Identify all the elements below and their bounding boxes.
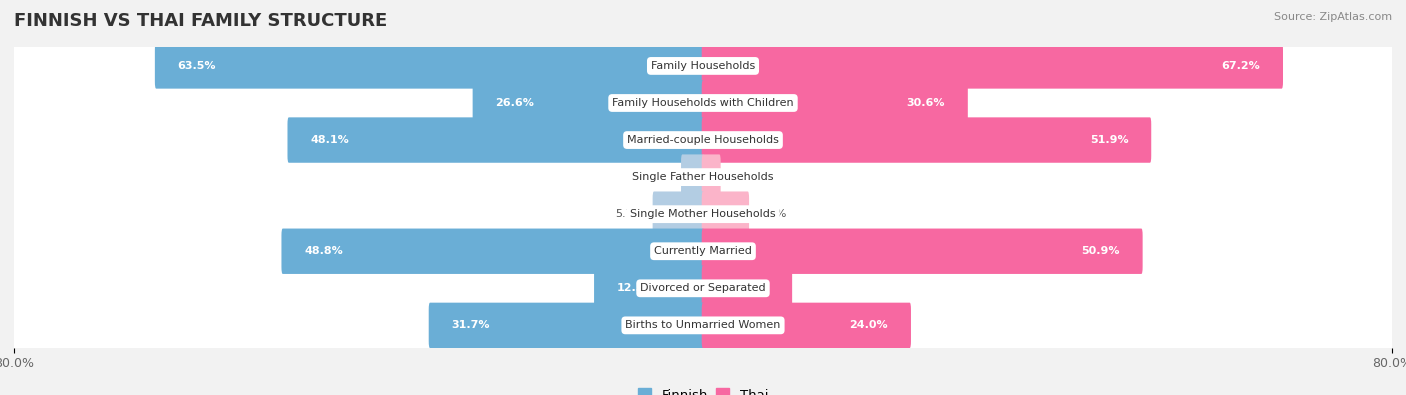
FancyBboxPatch shape [8, 222, 1398, 281]
FancyBboxPatch shape [681, 154, 704, 200]
FancyBboxPatch shape [10, 85, 1396, 122]
FancyBboxPatch shape [8, 296, 1398, 355]
FancyBboxPatch shape [10, 233, 1396, 270]
FancyBboxPatch shape [429, 303, 704, 348]
Text: 2.4%: 2.4% [644, 172, 672, 182]
Text: FINNISH VS THAI FAMILY STRUCTURE: FINNISH VS THAI FAMILY STRUCTURE [14, 12, 387, 30]
Text: 5.2%: 5.2% [758, 209, 786, 219]
Text: Single Father Households: Single Father Households [633, 172, 773, 182]
Text: 26.6%: 26.6% [495, 98, 534, 108]
Text: 67.2%: 67.2% [1222, 61, 1260, 71]
Text: Births to Unmarried Women: Births to Unmarried Women [626, 320, 780, 330]
FancyBboxPatch shape [10, 307, 1396, 344]
FancyBboxPatch shape [287, 117, 704, 163]
Text: Married-couple Households: Married-couple Households [627, 135, 779, 145]
FancyBboxPatch shape [10, 122, 1396, 158]
Text: 50.9%: 50.9% [1081, 246, 1119, 256]
FancyBboxPatch shape [8, 184, 1398, 244]
Text: 10.2%: 10.2% [731, 283, 769, 293]
FancyBboxPatch shape [702, 192, 749, 237]
Text: 5.7%: 5.7% [616, 209, 644, 219]
FancyBboxPatch shape [702, 154, 721, 200]
FancyBboxPatch shape [10, 158, 1396, 196]
FancyBboxPatch shape [155, 43, 704, 88]
Text: Divorced or Separated: Divorced or Separated [640, 283, 766, 293]
FancyBboxPatch shape [652, 192, 704, 237]
FancyBboxPatch shape [8, 259, 1398, 318]
FancyBboxPatch shape [281, 229, 704, 274]
Text: Source: ZipAtlas.com: Source: ZipAtlas.com [1274, 12, 1392, 22]
Text: 63.5%: 63.5% [177, 61, 217, 71]
FancyBboxPatch shape [10, 270, 1396, 307]
FancyBboxPatch shape [595, 265, 704, 311]
Text: 30.6%: 30.6% [907, 98, 945, 108]
Text: Currently Married: Currently Married [654, 246, 752, 256]
FancyBboxPatch shape [702, 43, 1284, 88]
FancyBboxPatch shape [702, 117, 1152, 163]
FancyBboxPatch shape [702, 303, 911, 348]
Text: 1.9%: 1.9% [730, 172, 758, 182]
FancyBboxPatch shape [8, 111, 1398, 170]
Text: 48.1%: 48.1% [311, 135, 349, 145]
FancyBboxPatch shape [702, 80, 967, 126]
FancyBboxPatch shape [10, 47, 1396, 85]
Text: Family Households with Children: Family Households with Children [612, 98, 794, 108]
FancyBboxPatch shape [8, 73, 1398, 133]
Text: Single Mother Households: Single Mother Households [630, 209, 776, 219]
Text: 12.5%: 12.5% [617, 283, 655, 293]
Legend: Finnish, Thai: Finnish, Thai [633, 383, 773, 395]
Text: 48.8%: 48.8% [304, 246, 343, 256]
FancyBboxPatch shape [8, 147, 1398, 207]
Text: 24.0%: 24.0% [849, 320, 889, 330]
FancyBboxPatch shape [8, 36, 1398, 96]
FancyBboxPatch shape [472, 80, 704, 126]
FancyBboxPatch shape [702, 265, 792, 311]
Text: 31.7%: 31.7% [451, 320, 491, 330]
Text: 51.9%: 51.9% [1090, 135, 1129, 145]
Text: Family Households: Family Households [651, 61, 755, 71]
FancyBboxPatch shape [10, 196, 1396, 233]
FancyBboxPatch shape [702, 229, 1143, 274]
